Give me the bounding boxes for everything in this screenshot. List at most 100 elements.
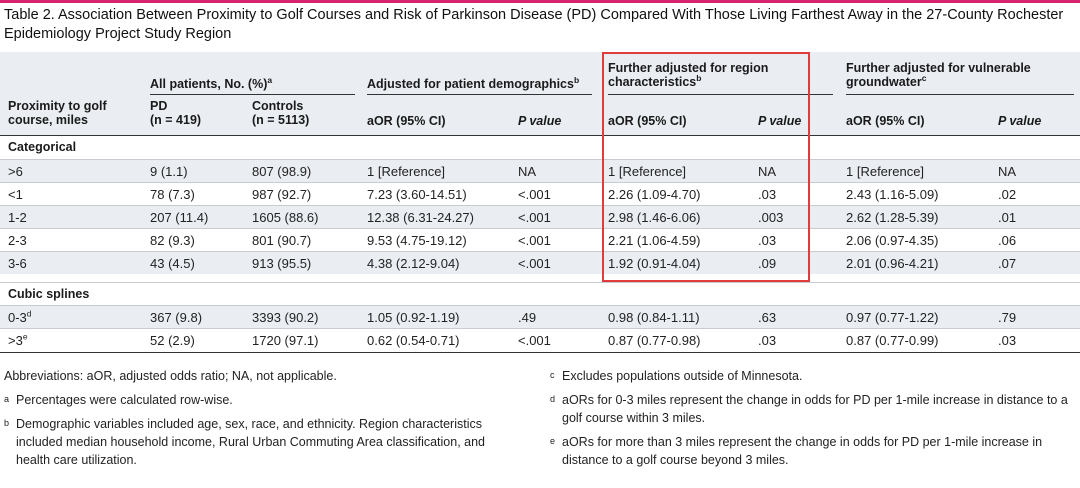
- table-cell: 801 (90.7): [252, 233, 312, 248]
- table-row: >3e 52 (2.9) 1720 (97.1) 0.62 (0.54-0.71…: [0, 328, 1080, 351]
- group-underline-all: [150, 94, 355, 95]
- table-cell: 0.62 (0.54-0.71): [367, 333, 460, 348]
- table-row: 3-6 43 (4.5) 913 (95.5) 4.38 (2.12-9.04)…: [0, 251, 1080, 274]
- table-cell: .09: [758, 256, 777, 271]
- group-header-groundwater: Further adjusted for vulnerable groundwat…: [846, 61, 1031, 89]
- col-header-p-water: P value: [998, 114, 1042, 128]
- col-header-p-region: P value: [758, 114, 802, 128]
- table-cell: 7.23 (3.60-14.51): [367, 187, 467, 202]
- col-header-pd: PD (n = 419): [150, 99, 202, 127]
- table-cell: 0.97 (0.77-1.22): [846, 310, 939, 325]
- col-header-aor-demo: aOR (95% CI): [367, 114, 446, 128]
- col-header-controls: Controls (n = 5113): [252, 99, 310, 127]
- col-header-aor-water: aOR (95% CI): [846, 114, 925, 128]
- table-cell: 0-3d: [8, 308, 32, 325]
- header-rule: [0, 135, 1080, 136]
- table-cell: .03: [998, 333, 1017, 348]
- table-row: <1 78 (7.3) 987 (92.7) 7.23 (3.60-14.51)…: [0, 182, 1080, 205]
- table-cell: .02: [998, 187, 1017, 202]
- table-cell: <.001: [518, 333, 551, 348]
- table-cell: NA: [518, 164, 537, 179]
- table-cell: 0.98 (0.84-1.11): [608, 310, 700, 325]
- table-cell: 2-3: [8, 233, 27, 248]
- table-bottom-rule: [0, 352, 1080, 353]
- table-cell: 0.87 (0.77-0.99): [846, 333, 939, 348]
- table-cell: 0.87 (0.77-0.98): [608, 333, 701, 348]
- group-header-region: Further adjusted for region characteristi…: [608, 61, 769, 89]
- table-cell: 913 (95.5): [252, 256, 312, 271]
- data-table: All patients, No. (%)a Adjusted for pati…: [0, 52, 1080, 362]
- group-header-all-patients: All patients, No. (%)a: [150, 74, 273, 91]
- footnote-d: d aORs for 0-3 miles represent the change…: [550, 393, 1068, 425]
- table-cell: 1-2: [8, 210, 27, 225]
- table-cell: .07: [998, 256, 1017, 271]
- table-title: Table 2. Association Between Proximity t…: [4, 7, 1064, 42]
- table-cell: 2.21 (1.06-4.59): [608, 233, 701, 248]
- group-header-demographics: Adjusted for patient demographicsb: [367, 74, 580, 91]
- table-cell: 1.92 (0.91-4.04): [608, 256, 701, 271]
- footnote-b: b Demographic variables included age, sex…: [4, 417, 486, 467]
- table-cell: 12.38 (6.31-24.27): [367, 210, 474, 225]
- table-cell: .01: [998, 210, 1017, 225]
- table-cell: .79: [998, 310, 1017, 325]
- table-cell: 3-6: [8, 256, 27, 271]
- footnote-abbreviations: Abbreviations: aOR, adjusted odds ratio;…: [4, 369, 337, 383]
- table-cell: .03: [758, 233, 777, 248]
- table-header: All patients, No. (%)a Adjusted for pati…: [0, 52, 1080, 135]
- table-row: 1-2 207 (11.4) 1605 (88.6) 12.38 (6.31-2…: [0, 205, 1080, 228]
- table-cell: <.001: [518, 210, 551, 225]
- table-cell: 1605 (88.6): [252, 210, 319, 225]
- table-cell: <.001: [518, 256, 551, 271]
- table-cell: 1 [Reference]: [608, 164, 687, 179]
- highlight-box-region-column: [602, 52, 810, 282]
- section-label-cubic-splines: Cubic splines: [0, 282, 1080, 305]
- table-cell: 2.62 (1.28-5.39): [846, 210, 939, 225]
- table-cell: .06: [998, 233, 1017, 248]
- footnotes-right: c Excludes populations outside of Minneso…: [550, 367, 1076, 475]
- table-cell: 3393 (90.2): [252, 310, 319, 325]
- table-cell: 78 (7.3): [150, 187, 195, 202]
- table-cell: 1 [Reference]: [367, 164, 446, 179]
- group-underline-region: [608, 94, 833, 95]
- table-cell: >6: [8, 164, 23, 179]
- table-row: 2-3 82 (9.3) 801 (90.7) 9.53 (4.75-19.12…: [0, 228, 1080, 251]
- table-cell: 9 (1.1): [150, 164, 188, 179]
- table-cell: <1: [8, 187, 23, 202]
- table-cell: >3e: [8, 331, 28, 348]
- table-cell: .49: [518, 310, 537, 325]
- footnote-e: e aORs for more than 3 miles represent th…: [550, 435, 1043, 467]
- table-cell: 367 (9.8): [150, 310, 203, 325]
- table-cell: 207 (11.4): [150, 210, 209, 225]
- table-cell: <.001: [518, 233, 551, 248]
- table-cell: 52 (2.9): [150, 333, 195, 348]
- table-cell: 2.43 (1.16-5.09): [846, 187, 939, 202]
- table-cell: 1720 (97.1): [252, 333, 319, 348]
- table-cell: .03: [758, 187, 777, 202]
- table-cell: <.001: [518, 187, 551, 202]
- table-cell: 2.26 (1.09-4.70): [608, 187, 701, 202]
- table-cell: 2.98 (1.46-6.06): [608, 210, 701, 225]
- col-header-proximity: Proximity to golf course, miles: [8, 99, 107, 127]
- table-cell: .003: [758, 210, 784, 225]
- table-cell: NA: [998, 164, 1017, 179]
- table-cell: 43 (4.5): [150, 256, 195, 271]
- title-accent-bar: [0, 0, 1080, 3]
- table-cell: .63: [758, 310, 777, 325]
- table-cell: 2.01 (0.96-4.21): [846, 256, 939, 271]
- group-underline-demo: [367, 94, 592, 95]
- footnotes-left: Abbreviations: aOR, adjusted odds ratio;…: [4, 367, 524, 475]
- footnote-c: c Excludes populations outside of Minneso…: [550, 369, 803, 383]
- table-cell: NA: [758, 164, 777, 179]
- table-cell: 4.38 (2.12-9.04): [367, 256, 460, 271]
- col-header-p-demo: P value: [518, 114, 562, 128]
- table-row: >6 9 (1.1) 807 (98.9) 1 [Reference] NA 1…: [0, 159, 1080, 182]
- table-cell: 1.05 (0.92-1.19): [367, 310, 460, 325]
- group-underline-water: [846, 94, 1074, 95]
- table-cell: 1 [Reference]: [846, 164, 925, 179]
- col-header-aor-region: aOR (95% CI): [608, 114, 687, 128]
- section-label-categorical: Categorical: [8, 140, 77, 154]
- table-cell: 2.06 (0.97-4.35): [846, 233, 939, 248]
- table-cell: 807 (98.9): [252, 164, 312, 179]
- table-row: 0-3d 367 (9.8) 3393 (90.2) 1.05 (0.92-1.…: [0, 305, 1080, 328]
- table-cell: 987 (92.7): [252, 187, 312, 202]
